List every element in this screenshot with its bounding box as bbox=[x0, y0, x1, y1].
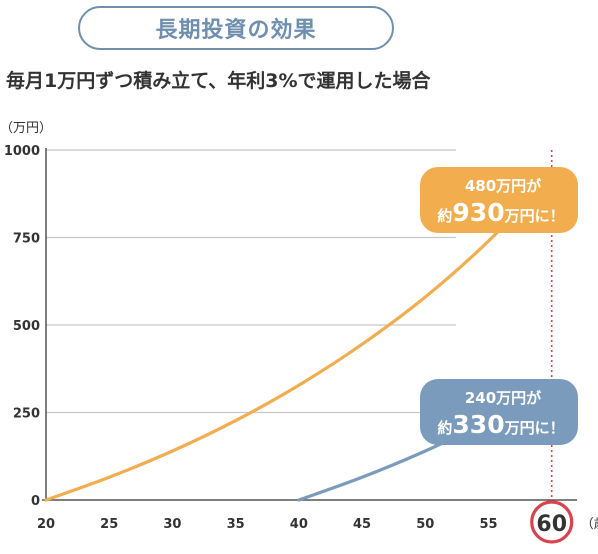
x-tick-label: 30 bbox=[163, 517, 181, 532]
tick-labels: 0 250 500 750 1000 （万円） 20 25 30 35 40 45 50 55 （歳） bbox=[0, 121, 598, 532]
x-tick-label: 20 bbox=[37, 517, 55, 532]
chart-subtitle: 毎月1万円ずつ積み立て、年利3%で運用した場合 bbox=[6, 70, 431, 92]
callout-box bbox=[420, 167, 578, 233]
y-tick-label: 500 bbox=[13, 319, 40, 334]
x-axis-unit: （歳） bbox=[581, 517, 598, 532]
x-tick-label: 40 bbox=[290, 517, 308, 532]
callout-line1: 480万円が bbox=[465, 177, 542, 195]
chart-title: 長期投資の効果 bbox=[155, 18, 317, 43]
callout-line2: 約930万円に！ bbox=[437, 198, 564, 227]
callout-line1: 240万円が bbox=[465, 389, 542, 407]
x-tick-label: 25 bbox=[100, 517, 118, 532]
gridlines bbox=[46, 149, 456, 414]
x-tick-label: 35 bbox=[227, 517, 245, 532]
x-tick-label: 55 bbox=[479, 517, 497, 532]
axes bbox=[42, 148, 577, 501]
y-tick-label: 750 bbox=[13, 232, 40, 247]
x-tick-label: 50 bbox=[416, 517, 434, 532]
series-line-1 bbox=[44, 172, 554, 502]
y-axis-unit: （万円） bbox=[0, 121, 52, 136]
y-tick-label: 250 bbox=[13, 407, 40, 422]
highlight-circle bbox=[530, 500, 574, 544]
y-tick-label: 0 bbox=[31, 494, 40, 509]
callout-box bbox=[420, 379, 578, 445]
chart-title-pill: 長期投資の効果 bbox=[78, 6, 394, 50]
callout-line2: 約330万円に！ bbox=[437, 410, 564, 439]
y-tick-label: 1000 bbox=[4, 144, 40, 159]
x-tick-label: 45 bbox=[353, 517, 371, 532]
highlight-x-label: 60 bbox=[536, 512, 567, 537]
